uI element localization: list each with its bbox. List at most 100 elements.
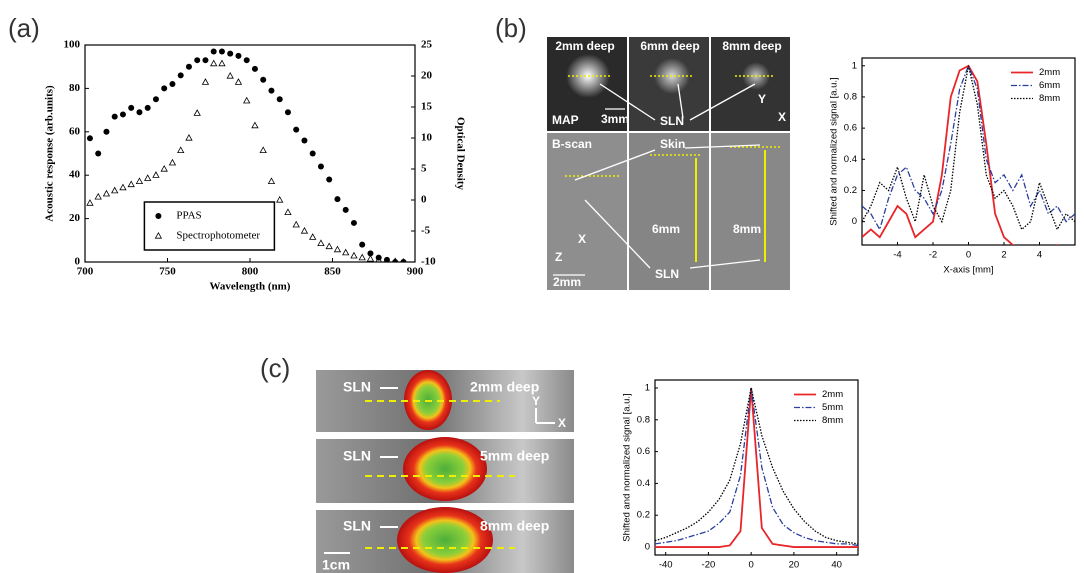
y2-axis-label: Optical Density [454,117,466,191]
marker [350,251,358,259]
marker [169,81,176,88]
marker [301,137,308,144]
marker [185,133,193,141]
image-label: 5mm deep [480,448,549,464]
marker [193,109,201,116]
marker [210,48,217,55]
marker [268,87,275,94]
image-label: SLN [343,379,371,395]
y-tick-label: 0 [75,256,81,268]
marker [128,104,135,111]
chart: -4 -2 0 2 4 0 0.2 0.4 0.6 0.8 1 X-axis [mm] Shifted … [829,57,1076,276]
marker [94,192,102,200]
panel-label: (a) [8,13,40,43]
legend-label: 6mm [1039,80,1060,91]
marker [86,199,94,206]
legend-label: 5mm [822,402,843,413]
y-tick-label: 100 [64,39,81,51]
marker [86,135,93,142]
marker [227,50,234,57]
image-label: SLN [655,267,679,281]
y-axis-label: Shifted and normalized signal [a.u.] [829,77,840,225]
image-c: SLN SLN SLN 2mm deep 5mm deep 8mm deep 1… [316,370,574,573]
marker [334,196,341,203]
marker [284,109,291,116]
marker [342,248,350,256]
plot-area [86,48,407,262]
image-label: SLN [343,448,371,464]
x-tick-label: -40 [659,560,673,571]
marker [243,57,250,64]
x-tick-label: 4 [1037,250,1042,261]
marker [325,242,333,250]
y-axis-label: Acoustic response (arb.units) [44,85,56,222]
y-tick-label: 20 [69,212,81,224]
marker [401,257,406,262]
marker [300,226,309,234]
legend-label: 2mm [1039,67,1060,78]
marker [292,220,300,228]
line [655,387,858,547]
y-tick-label: 0.8 [637,414,650,425]
marker [168,158,177,166]
image-label: SLN [660,114,684,128]
line [655,387,858,545]
y2-tick-label: 15 [421,101,433,113]
x-tick-label: 40 [831,560,842,571]
y-tick-label: 0.2 [844,185,857,196]
marker [194,57,201,64]
marker [218,59,226,67]
marker [234,78,243,85]
marker [293,126,300,133]
image-label: 8mm [733,222,761,236]
image-label: X [558,416,566,430]
marker [342,206,349,213]
y-axis-label: Shifted and normalized signal [a.u.] [622,393,633,541]
marker [119,183,127,191]
marker [260,76,267,83]
marker [317,163,324,170]
marker [144,104,151,111]
marker [226,71,234,79]
marker [127,180,135,188]
marker [276,96,283,103]
chart: -40 -20 0 20 40 0 0.2 0.4 0.6 0.8 1 Shifted and nor… [622,379,859,571]
y-tick-label: 1 [645,382,650,393]
y2-tick-label: 25 [421,39,433,51]
marker [375,256,382,262]
marker [251,65,258,72]
marker [119,111,126,118]
marker [135,177,144,184]
y-tick-label: 0.4 [844,154,857,165]
marker [235,52,242,59]
image-label: Skin [660,137,685,151]
marker [367,250,374,257]
panel-label: (c) [260,353,290,383]
marker [202,57,209,64]
image-label: X [778,110,786,124]
image-label: 2mm deep [470,379,539,395]
marker [384,256,390,262]
marker [177,146,185,153]
marker [144,174,152,181]
y-tick-label: 0 [645,542,650,553]
marker [136,109,143,116]
x-axis-label: X-axis [mm] [943,265,993,276]
image-label: SLN [343,518,371,534]
y-tick-label: 0 [852,216,857,227]
marker [317,239,325,246]
marker [309,150,316,157]
legend-label: Spectrophotometer [176,230,260,242]
y2-tick-label: 10 [421,132,433,144]
marker [201,78,210,85]
image-label: Y [758,92,766,106]
x-tick-label: 700 [77,266,94,278]
plot-frame [654,379,859,556]
x-axis-label: Wavelength (nm) [210,281,291,293]
marker [284,208,292,215]
image-label: 6mm [652,222,680,236]
image-label: B-scan [552,137,592,151]
marker [392,257,398,262]
marker [267,177,276,184]
